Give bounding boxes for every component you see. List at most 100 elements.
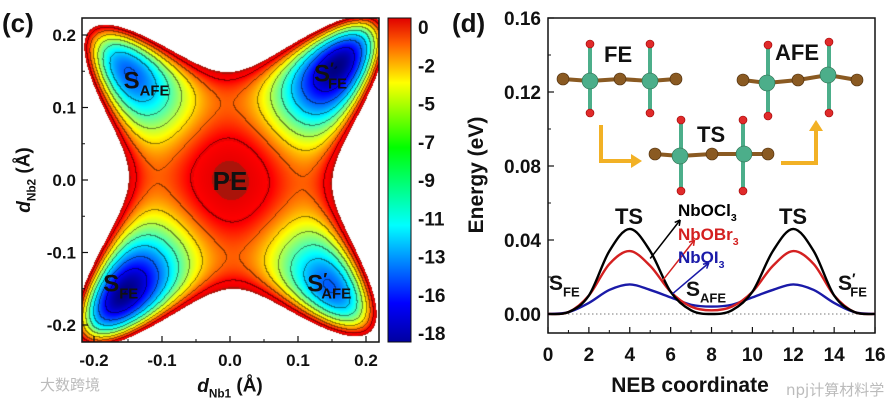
niobium-atom <box>581 72 599 90</box>
oxygen-atom <box>738 115 748 125</box>
watermark-right: npj计算材料学 <box>786 381 884 399</box>
state-label-c: S′ FE <box>314 59 347 92</box>
halogen-atom <box>705 147 719 161</box>
x-axis-label-c: dNb1 (Å) <box>197 376 263 400</box>
oxygen-atom <box>824 37 834 47</box>
afe-structure <box>736 37 864 121</box>
oxygen-atom <box>738 186 748 196</box>
plot-frame-d <box>547 17 876 334</box>
colorbar-tick-label: -5 <box>418 95 435 116</box>
legend-label: NbOCl3 <box>678 201 737 224</box>
oxygen-atom <box>585 108 595 118</box>
panel-c: -0.2-0.2 -0.1 -0.1 0.0 0.0 0.1 0.1 0.2 0.2 dNb1 (… <box>14 17 445 400</box>
state-label-c: S′ AFE <box>307 269 351 302</box>
oxygen-atom <box>585 39 595 49</box>
watermark-left: 大数跨境 <box>40 376 100 394</box>
arrowhead-icon <box>702 262 710 269</box>
colorbar-tick-label: -16 <box>418 286 445 307</box>
legend-label: NbOI3 <box>678 248 725 271</box>
oxygen-atom <box>824 108 834 118</box>
arrowhead-icon <box>674 219 681 227</box>
state-label-c: PE <box>213 166 248 196</box>
energy-curve-nbocl <box>547 227 876 316</box>
halogen-atom <box>850 73 864 87</box>
halogen-atom <box>648 147 662 161</box>
niobium-atom <box>819 66 837 84</box>
transition-arrow <box>781 130 818 165</box>
legend-pointer-arrow <box>661 239 696 282</box>
arrowhead-icon <box>631 154 642 168</box>
x-tick-label-c: 0.0 <box>218 351 242 370</box>
y-axis-label-c: dNb2 (Å) <box>14 147 39 213</box>
niobium-atom <box>671 147 689 165</box>
y-tick-label-c: -0.1 <box>47 244 76 263</box>
panel-label-d: (d) <box>452 8 485 38</box>
arrowhead-icon <box>809 120 823 131</box>
halogen-atom <box>669 72 683 86</box>
state-label-d: TS <box>779 204 807 229</box>
oxygen-atom <box>676 186 686 196</box>
inset-label-fe: FE <box>604 42 632 67</box>
x-tick-label-c: 0.1 <box>286 351 310 370</box>
fe-structure <box>556 39 683 118</box>
panel-label-c: (c) <box>2 8 34 38</box>
y-axis-label-group-c: dNb2 (Å) <box>14 147 39 213</box>
y-tick-label-c: 0.0 <box>52 171 76 190</box>
x-tick-label-c: -0.2 <box>79 351 108 370</box>
inset-label-afe: AFE <box>775 40 819 65</box>
panel-d: 0 2 4 6 8 10 12 14 16 0.00 0.04 0.08 0.12 0.16 NEB coo… <box>465 9 886 397</box>
halogen-atom <box>791 73 805 87</box>
y-tick-label-d: 0.12 <box>504 83 541 104</box>
y-tick-label-c: 0.1 <box>52 99 76 118</box>
x-tick-label-d: 8 <box>706 345 717 366</box>
colorbar-tick-label: -11 <box>418 209 445 230</box>
colorbar-tick-label: 0 <box>418 18 429 39</box>
y-tick-label-d: 0.08 <box>504 157 541 178</box>
x-tick-label-c: 0.2 <box>354 351 378 370</box>
x-tick-label-d: 6 <box>665 345 676 366</box>
niobium-atom <box>641 72 659 90</box>
colorbar-tick-label: -7 <box>418 133 435 154</box>
y-tick-label-c: -0.2 <box>47 316 76 335</box>
energy-curve-nbobr <box>547 249 876 316</box>
state-label-d: S′ FE <box>838 272 867 300</box>
x-tick-label-d: 10 <box>742 345 763 366</box>
state-label-c: SFE <box>103 271 138 303</box>
transition-arrow <box>599 125 632 163</box>
state-label-d: SFE <box>549 272 580 299</box>
halogen-atom <box>736 73 750 87</box>
legend-pointer-arrow <box>649 219 681 259</box>
oxygen-atom <box>676 115 686 125</box>
x-tick-label-c: -0.1 <box>147 351 176 370</box>
colorbar-tick-label: -18 <box>418 324 445 345</box>
x-axis-label-d: NEB coordinate <box>611 374 769 397</box>
x-tick-label-d: 12 <box>783 345 804 366</box>
oxygen-atom <box>763 111 773 121</box>
y-tick-label-d: 0.04 <box>504 231 541 252</box>
x-tick-label-d: 4 <box>624 345 635 366</box>
state-label-c: SAFE <box>124 68 170 100</box>
state-label-d: TS <box>615 204 643 229</box>
colorbar-tick-label: -9 <box>418 171 435 192</box>
oxygen-atom <box>645 108 655 118</box>
y-axis-label-d: Energy (eV) <box>465 117 488 234</box>
halogen-atom <box>556 72 570 86</box>
colorbar <box>387 17 412 343</box>
x-tick-label-d: 16 <box>864 345 885 366</box>
state-label-d: SAFE <box>686 278 726 305</box>
colorbar-tick-label: -2 <box>418 56 435 77</box>
energy-contour-map <box>82 18 379 342</box>
arrowhead-icon <box>688 239 696 247</box>
legend-pointer-arrow <box>672 262 710 295</box>
energy-curve-nboi <box>547 283 876 316</box>
x-tick-label-d: 0 <box>543 345 554 366</box>
inset-label-ts: TS <box>697 122 725 147</box>
niobium-atom <box>758 74 776 92</box>
halogen-atom <box>761 147 775 161</box>
colorbar-tick-label: -13 <box>418 248 445 269</box>
legend-label: NbOBr3 <box>678 225 739 248</box>
y-tick-label-d: 0.00 <box>504 305 541 326</box>
y-tick-label-c: 0.2 <box>52 26 76 45</box>
